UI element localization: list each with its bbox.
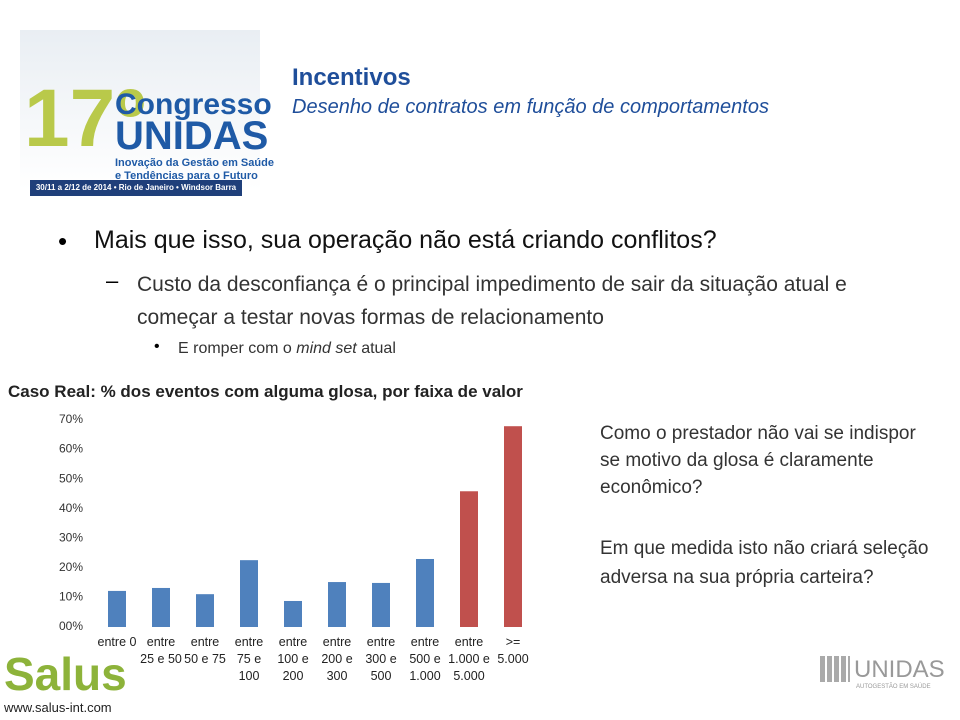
y-tick-label: 10% — [59, 590, 83, 604]
text: E romper com o — [178, 340, 292, 357]
text: mind set — [296, 340, 357, 357]
bullet-mark: • — [58, 226, 68, 256]
x-tick-label: entre 25 e 50 — [140, 635, 182, 666]
slide-title: Incentivos — [292, 64, 411, 91]
logo-number: 17º — [24, 73, 146, 164]
chart-title: Caso Real: % dos eventos com alguma glos… — [8, 382, 523, 401]
bar — [240, 560, 258, 627]
x-tick-label: entre 75 e 100 — [234, 635, 264, 683]
y-tick-label: 30% — [59, 530, 83, 544]
x-tick-label: entre 500 e 1.000 — [409, 635, 441, 683]
x-tick-label: entre 1.000 e 5.000 — [448, 635, 490, 683]
bar — [504, 426, 522, 627]
logo-dates: 30/11 a 2/12 de 2014 • Rio de Janeiro • … — [30, 180, 242, 208]
bullet-text: E romper com o mind set atual — [178, 340, 396, 358]
bar — [196, 594, 214, 627]
unidas-tagline: AUTOGESTÃO EM SAÚDE — [856, 684, 931, 690]
y-tick-label: 40% — [59, 501, 83, 515]
bar — [284, 600, 302, 627]
bar — [372, 582, 390, 627]
bar — [416, 558, 434, 627]
y-tick-label: 00% — [59, 619, 83, 633]
logo-name: UNIDAS — [115, 114, 269, 158]
logo-backdrop — [20, 30, 260, 190]
x-tick-label: entre 200 e 300 — [321, 635, 353, 683]
logo-tagline: Inovação da Gestão em Saúde — [115, 157, 274, 169]
side-note: Em que medida isto não criará seleção ad… — [600, 538, 929, 588]
text: atual — [361, 340, 396, 357]
bar — [328, 582, 346, 627]
unidas-icon — [820, 656, 850, 682]
x-tick-label: entre 300 e 500 — [365, 635, 397, 683]
salus-logo: Salus — [4, 648, 127, 700]
unidas-logo: UNIDAS — [854, 656, 945, 683]
bullet-mark: • — [154, 338, 160, 355]
x-tick-label: entre 0 — [97, 635, 137, 649]
side-note: Como o prestador não vai se indispor se … — [600, 423, 916, 498]
bar — [152, 587, 170, 627]
y-tick-label: 60% — [59, 442, 83, 456]
salus-url: www.salus-int.com — [4, 700, 112, 715]
y-tick-label: 70% — [59, 412, 83, 426]
bar — [460, 491, 478, 627]
x-tick-label: entre 100 e 200 — [277, 635, 309, 683]
bar — [108, 590, 126, 627]
x-tick-label: entre 50 e 75 — [184, 635, 226, 666]
bullet-text: Custo da desconfiança é o principal impe… — [137, 273, 847, 329]
logo-name: Congresso — [115, 88, 272, 121]
y-tick-label: 20% — [59, 560, 83, 574]
bullet-mark: – — [106, 268, 119, 293]
y-tick-label: 50% — [59, 471, 83, 485]
logo-tagline: e Tendências para o Futuro — [115, 170, 258, 182]
slide-subtitle: Desenho de contratos em função de compor… — [292, 96, 769, 118]
x-tick-label: >= 5.000 — [497, 635, 529, 666]
bullet-text: Mais que isso, sua operação não está cri… — [94, 226, 717, 254]
